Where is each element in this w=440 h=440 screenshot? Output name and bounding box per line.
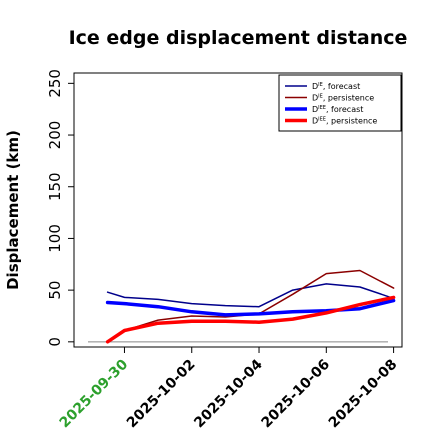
y-tick-label: 50 (46, 281, 64, 300)
y-tick-label: 0 (46, 337, 64, 347)
x-tick-label: 2025-10-04 (191, 356, 266, 431)
legend-label: DIEE, forecast (312, 105, 363, 114)
x-tick-label: 2025-10-02 (124, 357, 199, 432)
x-tick-label: 2025-09-30 (57, 356, 132, 431)
legend: DIE, forecast DIE, persistence DIEE, forec… (278, 74, 402, 132)
legend-label: DIE, forecast (312, 82, 360, 91)
plot-area: 0501001502002502025-09-302025-10-022025-… (46, 69, 403, 432)
chart-title: Ice edge displacement distance (69, 27, 408, 49)
x-tick-label: 2025-10-06 (258, 357, 333, 432)
legend-label: DIE, persistence (312, 94, 374, 103)
y-tick-label: 200 (46, 121, 64, 150)
series-line-3 (105, 295, 396, 344)
y-tick-label: 100 (46, 224, 64, 253)
y-axis-label: Displacement (km) (4, 130, 22, 290)
axes-frame (73, 72, 403, 348)
x-tick-label: 2025-10-08 (326, 357, 401, 432)
legend-label: DIEE, persistence (312, 117, 377, 126)
y-tick-label: 250 (46, 69, 64, 98)
series-line-0 (106, 283, 395, 308)
y-tick-label: 150 (46, 172, 64, 201)
